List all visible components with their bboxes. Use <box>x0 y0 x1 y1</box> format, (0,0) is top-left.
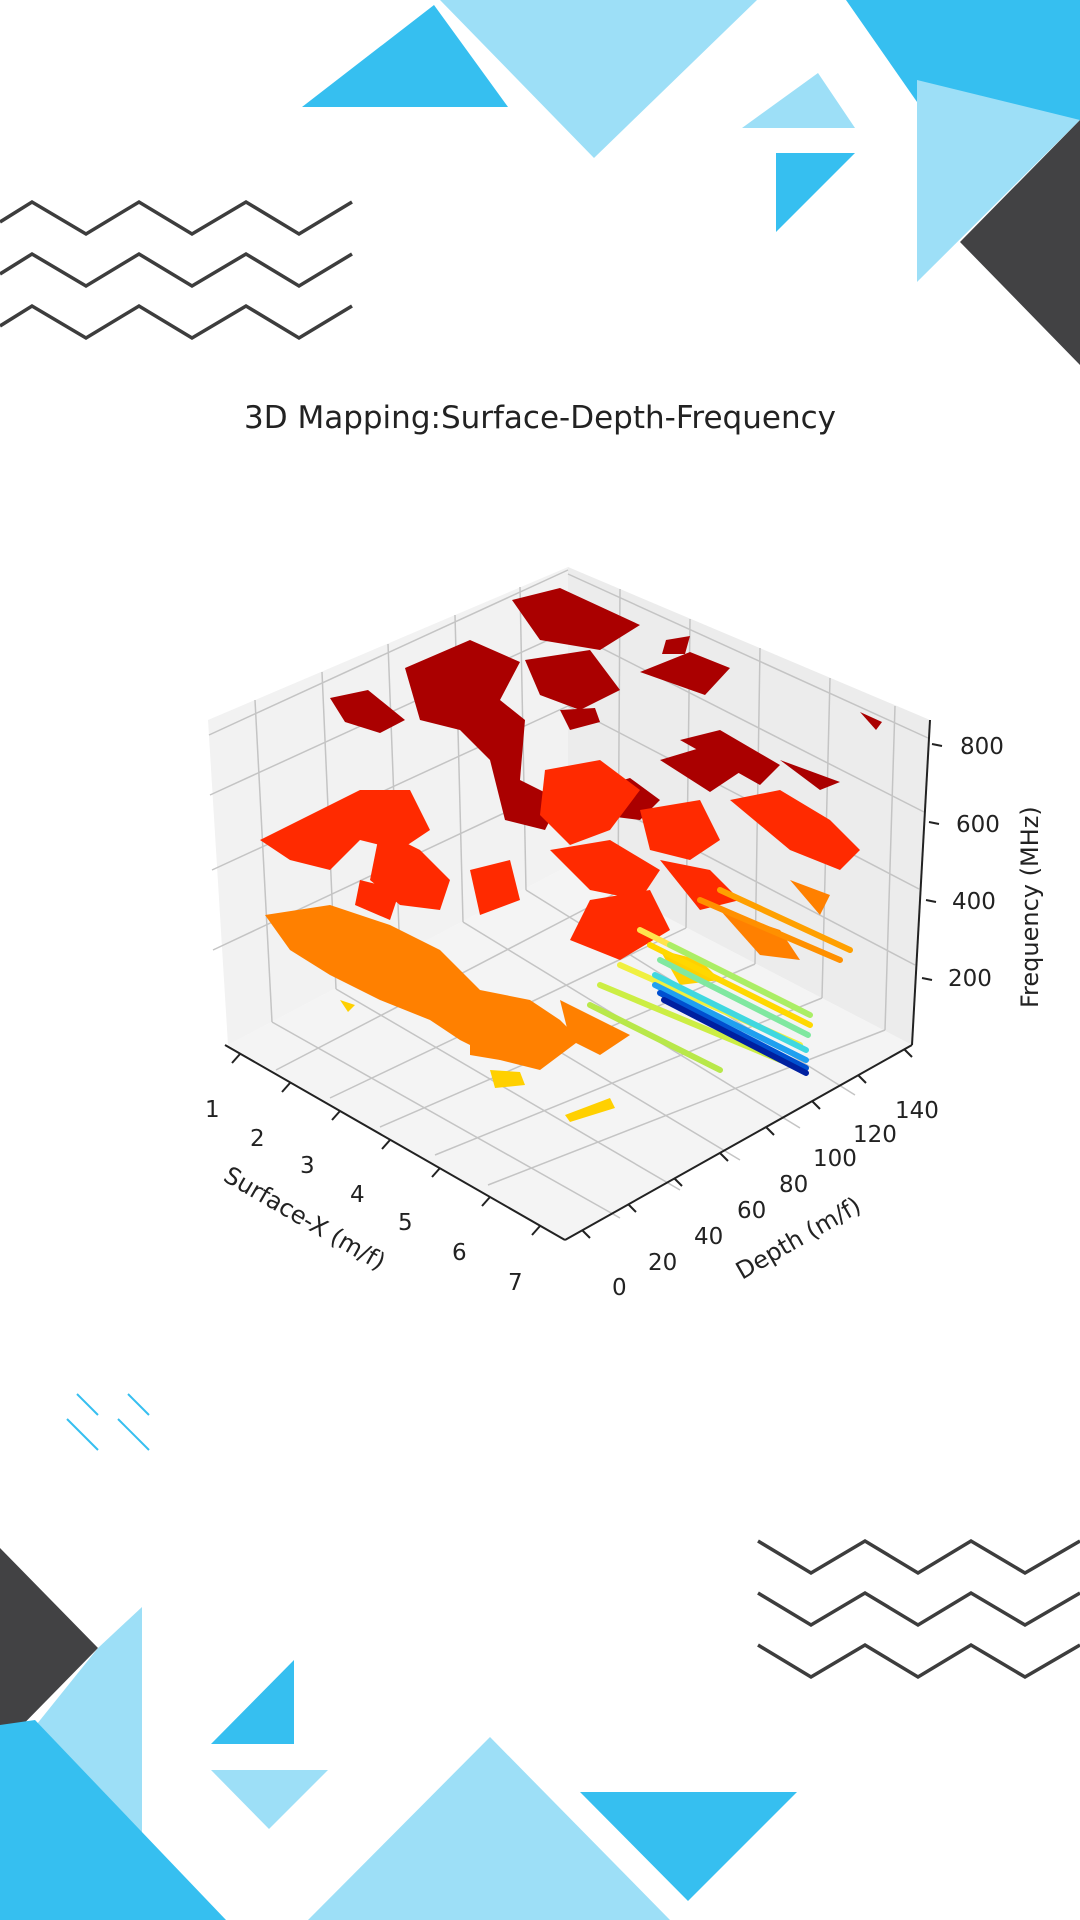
x-tick: 2 <box>250 1126 265 1152</box>
z-tick: 600 <box>956 812 1000 838</box>
z-tick: 800 <box>960 734 1004 760</box>
chart-title: 3D Mapping:Surface-Depth-Frequency <box>244 400 836 436</box>
tick-marks <box>231 743 943 1239</box>
triangle-decor <box>580 1792 797 1901</box>
y-axis-line <box>564 1044 913 1241</box>
x-tick: 7 <box>508 1270 523 1296</box>
z-axis-label: Frequency (MHz) <box>1016 806 1044 1008</box>
zigzag-decor <box>757 1538 1080 1680</box>
triangle-decor <box>302 5 508 107</box>
x-tick: 6 <box>452 1240 467 1266</box>
axis-lines <box>224 719 931 1241</box>
contour-level-600 <box>260 760 860 960</box>
y-tick: 0 <box>612 1275 627 1301</box>
x-tick-labels: 1 2 3 4 5 6 7 <box>205 1097 523 1296</box>
triangle-decor <box>776 153 855 232</box>
y-tick: 40 <box>694 1224 723 1250</box>
x-axis-line <box>224 1044 566 1241</box>
diagonal-lines-icon <box>66 1393 150 1451</box>
triangle-decor <box>742 73 855 128</box>
z-axis-label-clip: Frequency (MHz) <box>1016 806 1044 1008</box>
y-tick: 100 <box>813 1146 857 1172</box>
triangle-decor <box>211 1660 294 1744</box>
y-tick: 120 <box>853 1122 897 1148</box>
z-tick-labels: 200 400 600 800 <box>948 734 1004 992</box>
y-tick: 60 <box>737 1198 766 1224</box>
y-tick: 20 <box>648 1250 677 1276</box>
triangle-decor <box>308 1737 670 1920</box>
x-tick: 5 <box>398 1210 413 1236</box>
z-tick: 400 <box>952 889 996 915</box>
triangle-decor <box>211 1770 328 1829</box>
x-tick: 4 <box>350 1182 365 1208</box>
zigzag-decor <box>0 199 353 341</box>
y-tick: 80 <box>779 1172 808 1198</box>
y-tick-labels: 0 20 40 60 80 100 120 140 <box>612 1098 939 1301</box>
z-axis-line <box>911 719 931 1046</box>
triangle-decor <box>917 80 1080 282</box>
z-tick: 200 <box>948 966 992 992</box>
x-tick: 3 <box>300 1153 315 1179</box>
triangle-decor <box>0 1548 98 1748</box>
triangle-decor <box>440 0 757 158</box>
triangle-decor <box>0 1720 226 1920</box>
y-tick: 140 <box>895 1098 939 1124</box>
x-tick: 1 <box>205 1097 220 1123</box>
triangle-decor <box>960 120 1080 365</box>
contour-level-400 <box>265 880 830 1070</box>
contour-lines-low <box>587 887 853 1076</box>
